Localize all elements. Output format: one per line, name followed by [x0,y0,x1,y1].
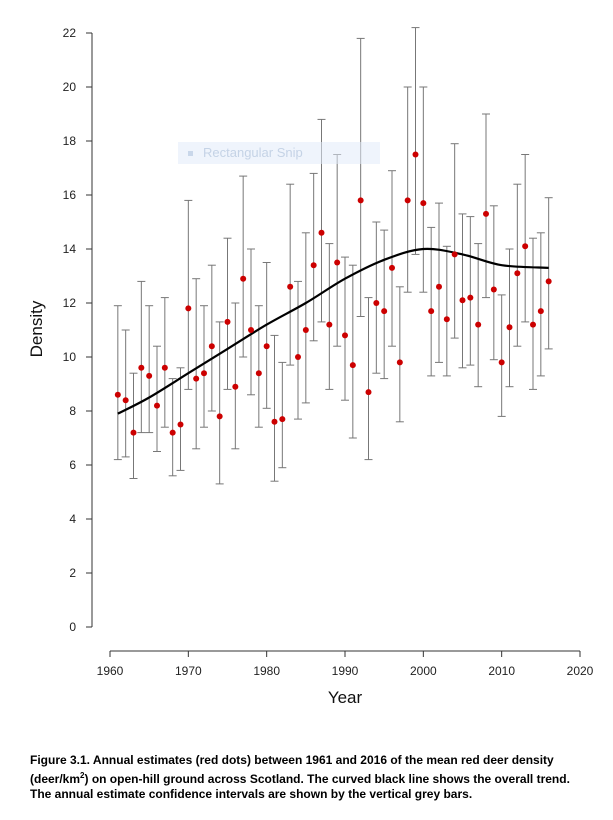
annual-estimate-point [161,364,168,371]
annual-estimate-point [224,318,231,325]
annual-estimate-point [428,308,435,315]
annual-estimate-point [146,372,153,379]
annual-estimate-point [130,429,137,436]
snip-dot-icon [188,151,193,156]
x-tick-label: 1990 [332,664,359,678]
y-tick-label: 20 [63,80,77,94]
annual-estimate-point [114,391,121,398]
annual-estimate-point [279,416,286,423]
y-tick-label: 10 [63,350,77,364]
annual-estimate-point [420,200,427,207]
y-tick-label: 12 [63,296,77,310]
x-tick-label: 1980 [253,664,280,678]
y-axis-title: Density [27,300,46,357]
annual-estimate-point [193,375,200,382]
y-tick-label: 8 [69,404,76,418]
y-tick-label: 18 [63,134,77,148]
y-tick-label: 2 [69,566,76,580]
annual-estimate-point [169,429,176,436]
x-tick-label: 2000 [410,664,437,678]
annual-estimate-point [240,275,247,282]
annual-estimate-point [522,243,529,250]
annual-estimate-point [412,151,419,158]
y-tick-label: 16 [63,188,77,202]
annual-estimate-point [514,270,521,277]
annual-estimate-point [334,259,341,266]
y-tick-label: 4 [69,512,76,526]
annual-estimate-point [201,370,207,377]
annual-estimate-point [498,359,505,366]
trend-line-group [117,247,549,415]
annual-estimate-point [208,343,215,350]
annual-estimate-point [232,383,239,390]
annual-estimate-point [396,359,403,366]
annual-estimate-point [467,294,474,301]
confidence-interval-bars [113,27,553,485]
annual-estimate-point [295,354,301,360]
annual-estimate-point [389,264,395,271]
annual-estimate-point [185,305,192,312]
annual-estimate-point [483,210,489,217]
annual-estimate-points [114,151,552,436]
annual-estimate-point [530,321,536,328]
annual-estimate-point [443,316,450,323]
annual-estimate-point [436,283,442,290]
annual-estimate-point [342,332,348,339]
annual-estimate-point [373,300,380,306]
annual-estimate-point [263,343,270,350]
y-tick-label: 14 [63,242,77,256]
y-tick-label: 22 [63,26,77,40]
annual-estimate-point [302,327,309,333]
annual-estimate-point [177,421,184,428]
density-chart: 0 2 4 6 8 10 12 14 16 18 20 22 1960 1970 1980 1990 2000 2… [27,26,594,707]
annual-estimate-point [506,324,513,331]
trend-line [117,247,549,415]
annual-estimate-point [357,197,364,204]
annual-estimate-point [349,362,356,369]
annual-estimate-point [326,321,333,328]
annual-estimate-point [248,327,254,333]
figure-caption: Figure 3.1. Annual estimates (red dots) … [30,753,590,802]
y-tick-label: 0 [69,620,76,634]
x-tick-label: 1960 [97,664,124,678]
annual-estimate-point [318,229,325,236]
chart-axes: 0 2 4 6 8 10 12 14 16 18 20 22 1960 1970 1980 1990 2000 2… [63,26,594,678]
caption-part-1: Figure 3.1. Annual estimates (red dots) … [30,753,554,786]
annual-estimate-point [287,283,294,290]
annual-estimate-point [154,402,160,409]
caption-superscript: 2 [80,771,85,780]
annual-estimate-point [475,321,482,328]
annual-estimate-point [122,397,129,404]
annual-estimate-point [490,286,497,293]
snip-tool-watermark: Rectangular Snip [178,142,380,164]
annual-estimate-point [381,308,388,315]
annual-estimate-point [459,297,466,304]
caption-part-2: ) on open-hill ground across Scotland. T… [30,772,570,801]
x-axis-title: Year [328,688,363,707]
annual-estimate-point [138,364,145,371]
x-tick-label: 2020 [567,664,594,678]
y-tick-label: 6 [69,458,76,472]
annual-estimate-point [537,308,544,315]
annual-estimate-point [271,418,278,425]
annual-estimate-point [310,262,317,269]
annual-estimate-point [216,413,223,420]
annual-estimate-point [255,370,262,377]
annual-estimate-point [545,278,552,285]
annual-estimate-point [365,389,372,396]
watermark-label: Rectangular Snip [203,145,303,160]
annual-estimate-point [451,251,458,258]
x-tick-label: 2010 [488,664,515,678]
x-tick-label: 1970 [175,664,202,678]
annual-estimate-point [404,197,411,204]
